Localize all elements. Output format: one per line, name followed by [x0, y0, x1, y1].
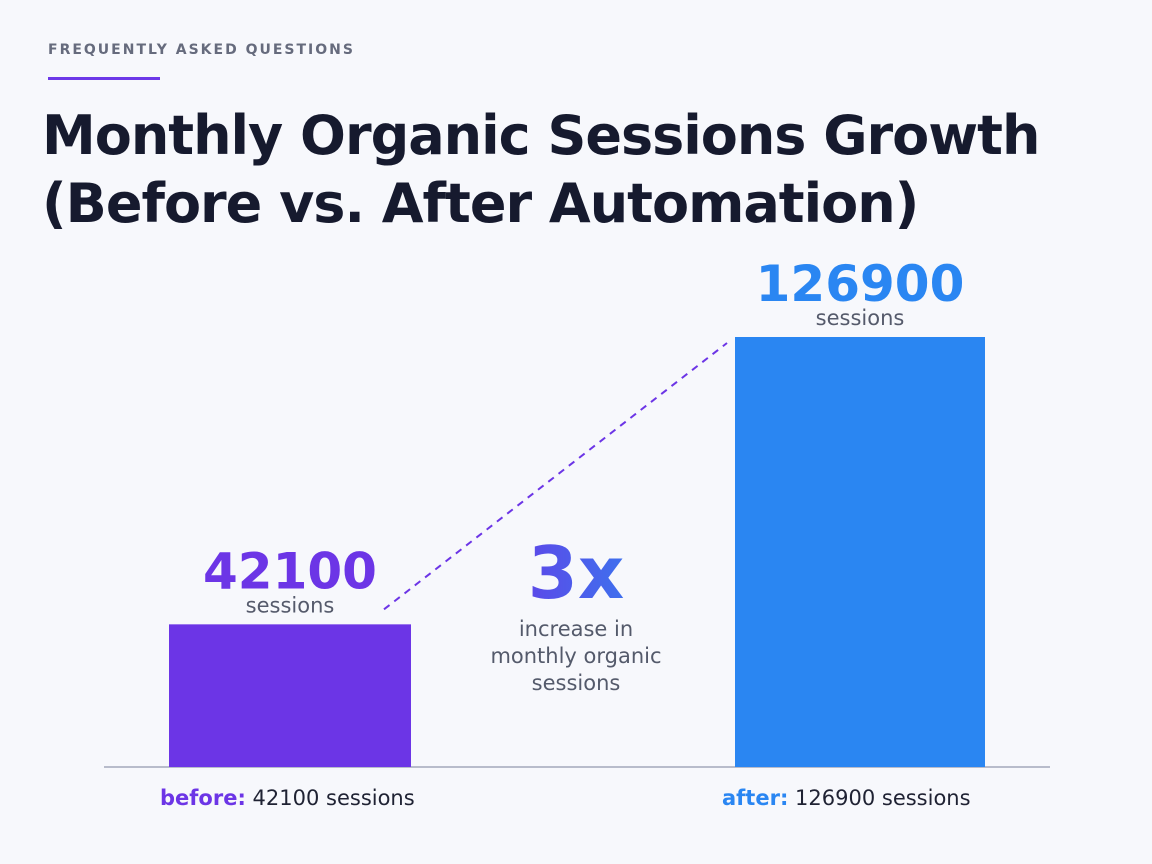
- chart-title-line-1: Monthly Organic Sessions Growth: [42, 104, 1040, 167]
- growth-multiplier: 3x: [476, 528, 676, 618]
- unit-label-after: sessions: [816, 306, 905, 330]
- bar-before: [169, 624, 411, 767]
- category-label-before: before: 42100 sessions: [160, 786, 415, 810]
- growth-caption: increase in monthly organic sessions: [476, 616, 676, 697]
- category-keyword-before: before:: [160, 786, 246, 810]
- value-label-after: 126900: [756, 255, 965, 313]
- category-text-before: 42100 sessions: [252, 786, 415, 810]
- category-label-after: after: 126900 sessions: [722, 786, 971, 810]
- value-label-before: 42100: [203, 542, 377, 600]
- chart-title: Monthly Organic Sessions Growth (Before …: [42, 102, 1040, 238]
- category-keyword-after: after:: [722, 786, 789, 810]
- eyebrow-underline: [48, 77, 160, 80]
- growth-caption-line: sessions: [531, 671, 621, 695]
- category-text-after: 126900 sessions: [795, 786, 971, 810]
- growth-caption-line: increase in: [518, 617, 634, 641]
- eyebrow-label: FREQUENTLY ASKED QUESTIONS: [48, 42, 355, 58]
- growth-callout: 3x increase in monthly organic sessions: [476, 528, 676, 697]
- unit-label-before: sessions: [246, 593, 335, 617]
- chart-title-line-2: (Before vs. After Automation): [42, 172, 919, 235]
- bar-after: [735, 337, 985, 767]
- growth-caption-line: monthly organic: [490, 644, 662, 668]
